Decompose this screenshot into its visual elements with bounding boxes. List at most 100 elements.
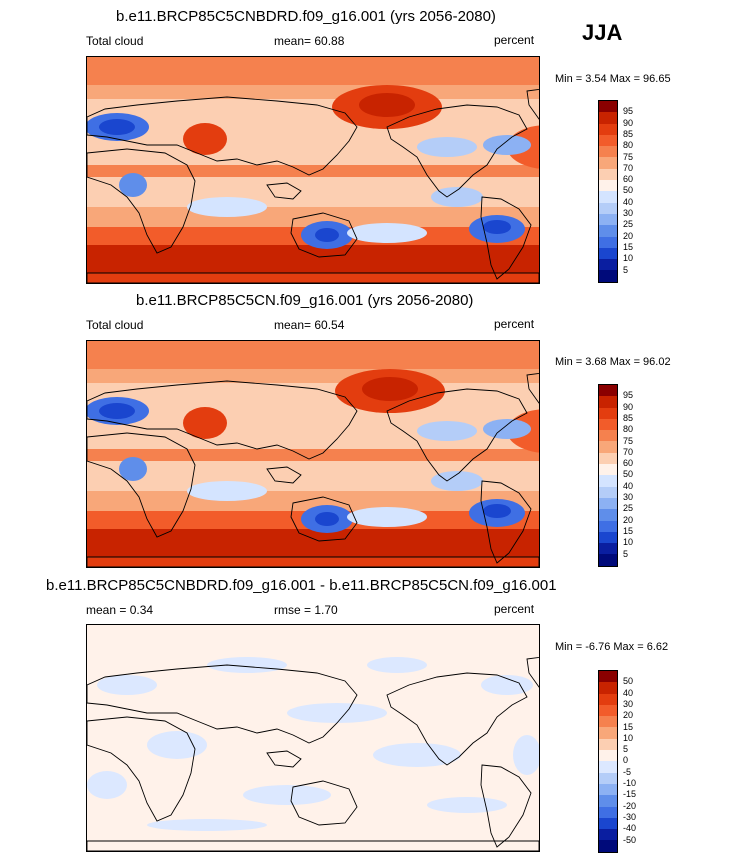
colorbar-segment — [599, 146, 617, 158]
colorbar-tick-label: 75 — [623, 151, 634, 162]
panel-1-title: b.e11.BRCP85C5CNBDRD.f09_g16.001 (yrs 20… — [116, 8, 496, 25]
colorbar-segment — [599, 407, 617, 419]
colorbar-segment — [599, 168, 617, 181]
panel-3-colorbar — [598, 670, 618, 853]
colorbar-tick-label: 20 — [623, 710, 634, 721]
colorbar-tick-label: 85 — [623, 128, 634, 139]
colorbar-segment — [599, 475, 617, 487]
colorbar-segment — [599, 270, 617, 282]
colorbar-segment — [599, 180, 617, 192]
colorbar-segment — [599, 682, 617, 694]
colorbar-tick-label: -10 — [623, 778, 637, 788]
colorbar-tick-label: 15 — [623, 721, 634, 732]
colorbar-segment — [599, 738, 617, 751]
colorbar-segment — [599, 509, 617, 521]
colorbar-segment — [599, 554, 617, 566]
colorbar-tick-label: 95 — [623, 106, 634, 117]
colorbar-segment — [599, 704, 617, 717]
colorbar-tick-label: 10 — [623, 732, 634, 743]
panel-2-map-svg — [87, 341, 539, 567]
colorbar-segment — [599, 385, 617, 397]
colorbar-tick-label: 30 — [623, 208, 634, 218]
panel-3-map-svg — [87, 625, 539, 851]
colorbar-tick-label: -15 — [623, 789, 637, 800]
colorbar-tick-label: 20 — [623, 230, 634, 241]
colorbar-segment — [599, 840, 617, 852]
colorbar-segment — [599, 236, 617, 248]
colorbar-segment — [599, 225, 617, 237]
colorbar-segment — [599, 761, 617, 773]
colorbar-tick-label: 0 — [623, 755, 629, 766]
colorbar-tick-label: 60 — [623, 174, 634, 185]
colorbar-segment — [599, 396, 617, 408]
colorbar-tick-label: 85 — [623, 412, 634, 423]
panel-3-title: b.e11.BRCP85C5CNBDRD.f09_g16.001 - b.e11… — [46, 577, 557, 594]
panel-1-mean-label: mean= 60.88 — [274, 34, 345, 48]
panel-2-map — [86, 340, 540, 568]
colorbar-segment — [599, 817, 617, 830]
panel-3-units-label: percent — [494, 602, 535, 616]
colorbar-segment — [599, 441, 617, 453]
colorbar-segment — [599, 772, 617, 784]
colorbar-tick-label: 30 — [623, 698, 634, 709]
colorbar-segment — [599, 795, 617, 807]
colorbar-segment — [599, 520, 617, 532]
colorbar-tick-label: 5 — [623, 264, 629, 275]
colorbar-segment — [599, 486, 617, 498]
colorbar-segment — [599, 531, 617, 544]
colorbar-segment — [599, 430, 617, 442]
colorbar-tick-label: 80 — [623, 424, 634, 435]
colorbar-tick-label: 90 — [623, 401, 634, 412]
panel-1-map-svg — [87, 57, 539, 283]
panel-1-units-label: percent — [494, 33, 535, 47]
colorbar-tick-label: 75 — [623, 435, 634, 446]
colorbar-segment — [599, 134, 617, 147]
colorbar-segment — [599, 543, 617, 555]
colorbar-tick-label: 15 — [623, 525, 634, 536]
panel-1-map — [86, 56, 540, 284]
panel-2-colorbar — [598, 384, 618, 567]
colorbar-tick-label: -5 — [623, 766, 632, 777]
panel-1-minmax: Min = 3.54 Max = 96.65 — [555, 73, 671, 85]
colorbar-segment — [599, 829, 617, 841]
colorbar-segment — [599, 452, 617, 465]
colorbar-segment — [599, 247, 617, 260]
colorbar-tick-label: 5 — [623, 548, 629, 559]
panel-2-left-label: Total cloud — [86, 318, 144, 332]
colorbar-segment — [599, 123, 617, 135]
colorbar-segment — [599, 101, 617, 113]
colorbar-segment — [599, 202, 617, 214]
colorbar-tick-label: 50 — [623, 676, 634, 687]
colorbar-tick-label: 20 — [623, 514, 634, 525]
colorbar-tick-label: 10 — [623, 253, 634, 264]
colorbar-tick-label: 40 — [623, 480, 634, 491]
colorbar-segment — [599, 497, 617, 510]
panel-3-map — [86, 624, 540, 852]
colorbar-tick-label: 5 — [623, 744, 629, 755]
colorbar-tick-label: 10 — [623, 537, 634, 548]
colorbar-tick-label: -30 — [623, 811, 637, 822]
colorbar-segment — [599, 671, 617, 683]
colorbar-segment — [599, 112, 617, 124]
colorbar-tick-label: -50 — [623, 834, 637, 845]
panel-3-rmse-label: rmse = 1.70 — [274, 603, 338, 617]
colorbar-tick-label: 70 — [623, 162, 634, 173]
colorbar-tick-label: -20 — [623, 800, 637, 811]
colorbar-segment — [599, 464, 617, 476]
panel-2-units-label: percent — [494, 317, 535, 331]
panel-1-colorbar — [598, 100, 618, 283]
colorbar-tick-label: 25 — [623, 503, 634, 514]
panel-1-left-label: Total cloud — [86, 34, 144, 48]
colorbar-segment — [599, 806, 617, 818]
panel-3-minmax: Min = -6.76 Max = 6.62 — [555, 641, 669, 653]
colorbar-tick-label: 70 — [623, 446, 634, 457]
colorbar-tick-label: 15 — [623, 241, 634, 252]
colorbar-segment — [599, 727, 617, 739]
colorbar-segment — [599, 750, 617, 762]
colorbar-segment — [599, 693, 617, 705]
colorbar-segment — [599, 259, 617, 271]
colorbar-tick-label: 90 — [623, 117, 634, 128]
colorbar-tick-label: -40 — [623, 823, 637, 834]
colorbar-tick-label: 40 — [623, 196, 634, 207]
colorbar-segment — [599, 213, 617, 226]
